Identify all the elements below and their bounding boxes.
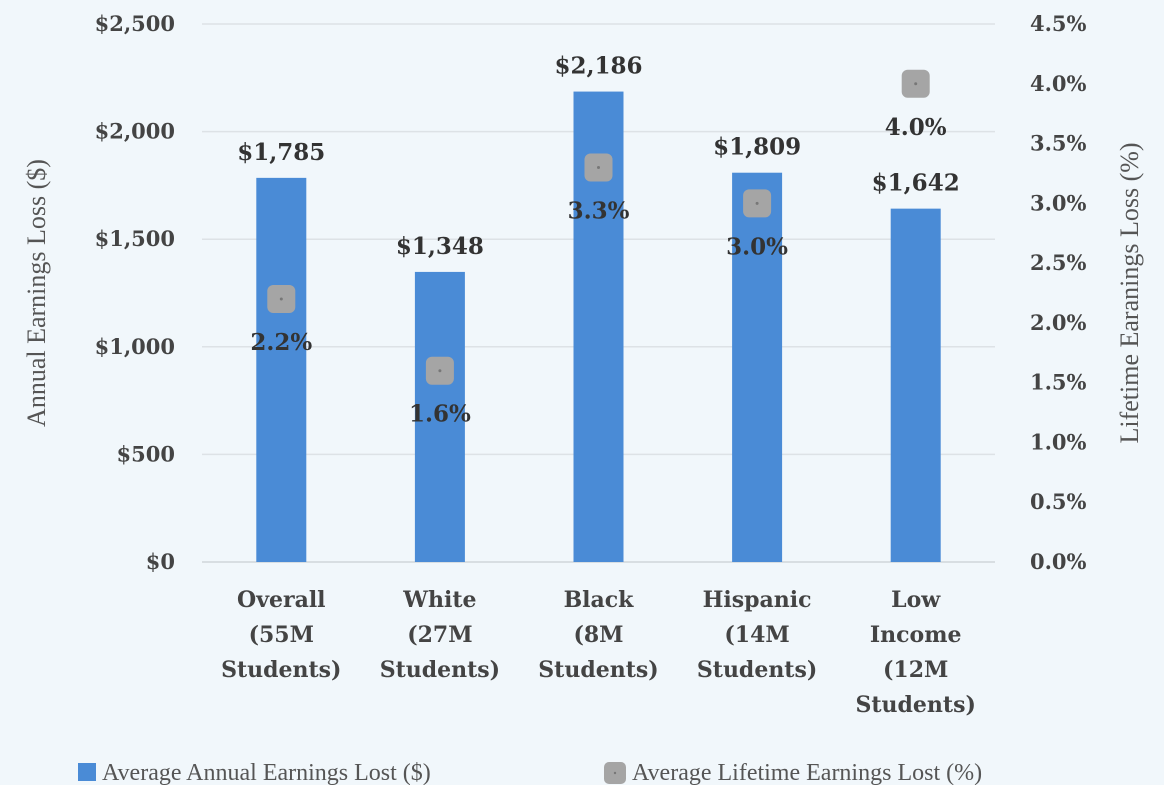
x-category-label: Students) [856, 692, 976, 718]
bar [256, 177, 307, 563]
bar-value-label: $1,809 [713, 134, 801, 161]
point-value-label: 4.0% [885, 114, 947, 141]
y-tick-label: $1,500 [95, 226, 175, 251]
scatter-point-center [914, 82, 918, 86]
y-axis-title: Annual Earnings Loss ($) [22, 159, 51, 427]
bar-value-label: $1,785 [237, 139, 325, 166]
legend-swatch-bars [78, 763, 96, 781]
y2-tick-label: 1.0% [1030, 429, 1087, 454]
y2-tick-label: 2.0% [1030, 310, 1087, 335]
point-value-label: 2.2% [250, 329, 312, 356]
bar-value-label: $2,186 [554, 53, 642, 80]
y-tick-label: $1,000 [95, 334, 175, 359]
scatter-point-center [755, 201, 759, 205]
y2-tick-label: 4.5% [1030, 11, 1087, 36]
legend-label-bars: Average Annual Earnings Lost ($) [102, 760, 431, 785]
y-tick-label: $0 [146, 549, 175, 574]
bar [732, 172, 783, 563]
scatter-point-center [438, 369, 442, 373]
x-category-label: Students) [538, 657, 658, 683]
x-category-label: White [402, 587, 476, 613]
legend-swatch-points-center [613, 771, 617, 775]
point-value-label: 3.0% [726, 233, 788, 260]
y2-tick-label: 0.0% [1030, 549, 1087, 574]
y2-tick-label: 3.5% [1030, 131, 1087, 156]
y-tick-label: $2,500 [95, 11, 175, 36]
bar-value-label: $1,348 [396, 233, 484, 260]
x-category-label: Black [564, 587, 635, 613]
x-category-label: Students) [380, 657, 500, 683]
y2-tick-label: 0.5% [1030, 489, 1087, 514]
x-category-label: (27M [407, 622, 472, 648]
y2-tick-label: 2.5% [1030, 250, 1087, 275]
x-category-label: Students) [697, 657, 817, 683]
y-tick-label: $2,000 [95, 119, 175, 144]
x-category-label: (12M [883, 657, 948, 683]
x-category-label: Overall [237, 587, 326, 613]
x-category-label: (14M [724, 622, 789, 648]
y2-tick-label: 3.0% [1030, 190, 1087, 215]
x-category-label: (8M [573, 622, 623, 648]
y-tick-label: $500 [117, 441, 175, 466]
point-value-label: 1.6% [409, 401, 471, 428]
scatter-point-center [279, 297, 283, 301]
scatter-point-center [597, 165, 600, 169]
bar [890, 208, 941, 562]
x-category-label: Hispanic [703, 587, 812, 613]
x-category-label: Low [891, 587, 941, 613]
y2-tick-label: 4.0% [1030, 71, 1087, 96]
x-category-label: Income [870, 622, 962, 648]
x-category-label: Students) [221, 657, 341, 683]
y2-tick-label: 1.5% [1030, 370, 1087, 395]
bar-value-label: $1,642 [872, 170, 960, 197]
legend-label-points: Average Lifetime Earnings Lost (%) [632, 760, 982, 785]
x-category-label: (55M [249, 622, 314, 648]
point-value-label: 3.3% [568, 197, 630, 224]
bar [414, 271, 465, 562]
y2-axis-title: Lifetime Earanings Loss (%) [1115, 142, 1144, 443]
